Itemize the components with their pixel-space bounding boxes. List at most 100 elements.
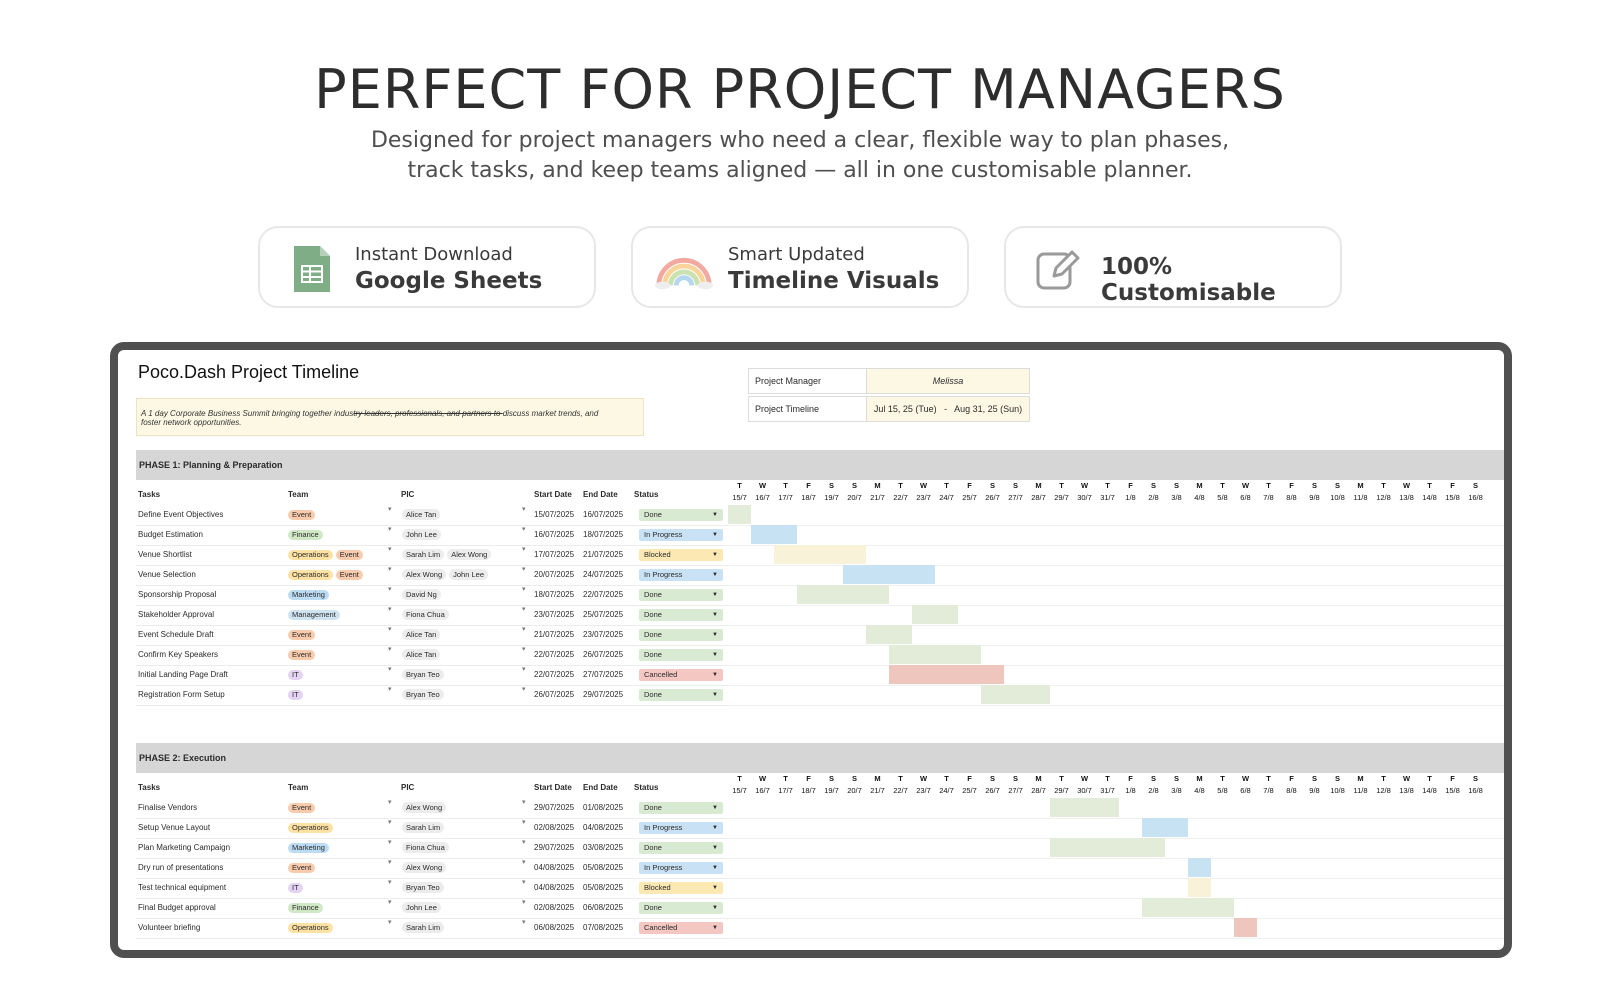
table-row[interactable]: Final Budget approval Finance ▾ John Lee ▾ 02…: [136, 898, 728, 919]
dropdown-caret-icon[interactable]: ▾: [522, 859, 526, 866]
team-cell[interactable]: Marketing: [288, 585, 332, 605]
pic-cell[interactable]: Bryan Teo: [402, 685, 447, 705]
start-date[interactable]: 02/08/2025: [534, 823, 575, 832]
dropdown-caret-icon[interactable]: ▾: [522, 919, 526, 926]
dropdown-caret-icon[interactable]: ▾: [388, 666, 392, 673]
start-date[interactable]: 18/07/2025: [534, 590, 575, 599]
table-row[interactable]: Setup Venue Layout Operations ▾ Sarah Lim ▾ 0…: [136, 818, 728, 839]
table-row[interactable]: Stakeholder Approval Management ▾ Fiona Chu…: [136, 605, 728, 626]
dropdown-caret-icon[interactable]: ▾: [522, 799, 526, 806]
dropdown-caret-icon[interactable]: ▾: [522, 839, 526, 846]
status-dropdown[interactable]: Blocked ▼: [639, 549, 723, 561]
status-dropdown[interactable]: Done ▼: [639, 802, 723, 814]
pic-cell[interactable]: John Lee: [402, 525, 444, 545]
status-dropdown[interactable]: Cancelled ▼: [639, 669, 723, 681]
pic-cell[interactable]: David Ng: [402, 585, 444, 605]
dropdown-caret-icon[interactable]: ▾: [388, 626, 392, 633]
status-dropdown[interactable]: In Progress ▼: [639, 569, 723, 581]
pic-cell[interactable]: Bryan Teo: [402, 665, 447, 685]
team-cell[interactable]: Finance: [288, 898, 326, 918]
dropdown-caret-icon[interactable]: ▾: [522, 819, 526, 826]
start-date[interactable]: 04/08/2025: [534, 883, 575, 892]
table-row[interactable]: Event Schedule Draft Event ▾ Alice Tan ▾ 21/0…: [136, 625, 728, 646]
team-cell[interactable]: IT: [288, 685, 306, 705]
status-dropdown[interactable]: In Progress ▼: [639, 862, 723, 874]
status-dropdown[interactable]: In Progress ▼: [639, 529, 723, 541]
end-date[interactable]: 22/07/2025: [583, 590, 624, 599]
start-date[interactable]: 04/08/2025: [534, 863, 575, 872]
end-date[interactable]: 16/07/2025: [583, 510, 624, 519]
start-date[interactable]: 02/08/2025: [534, 903, 575, 912]
start-date[interactable]: 15/07/2025: [534, 510, 575, 519]
status-dropdown[interactable]: Blocked ▼: [639, 882, 723, 894]
project-timeline-value[interactable]: Jul 15, 25 (Tue) - Aug 31, 25 (Sun): [867, 397, 1029, 421]
dropdown-caret-icon[interactable]: ▾: [522, 506, 526, 513]
end-date[interactable]: 26/07/2025: [583, 650, 624, 659]
end-date[interactable]: 25/07/2025: [583, 610, 624, 619]
table-row[interactable]: Define Event Objectives Event ▾ Alice Tan ▾ 1…: [136, 505, 728, 526]
start-date[interactable]: 22/07/2025: [534, 670, 575, 679]
start-date[interactable]: 21/07/2025: [534, 630, 575, 639]
dropdown-caret-icon[interactable]: ▾: [388, 686, 392, 693]
dropdown-caret-icon[interactable]: ▾: [388, 546, 392, 553]
start-date[interactable]: 29/07/2025: [534, 843, 575, 852]
team-cell[interactable]: Operations: [288, 918, 336, 938]
dropdown-caret-icon[interactable]: ▾: [522, 526, 526, 533]
table-row[interactable]: Finalise Vendors Event ▾ Alex Wong ▾ 29/07/20…: [136, 798, 728, 819]
dropdown-caret-icon[interactable]: ▾: [388, 526, 392, 533]
table-row[interactable]: Sponsorship Proposal Marketing ▾ David Ng ▾ 1…: [136, 585, 728, 606]
end-date[interactable]: 29/07/2025: [583, 690, 624, 699]
dropdown-caret-icon[interactable]: ▾: [388, 799, 392, 806]
dropdown-caret-icon[interactable]: ▾: [388, 879, 392, 886]
start-date[interactable]: 26/07/2025: [534, 690, 575, 699]
status-dropdown[interactable]: Done ▼: [639, 609, 723, 621]
end-date[interactable]: 24/07/2025: [583, 570, 624, 579]
pic-cell[interactable]: Alex Wong John Lee: [402, 565, 491, 585]
dropdown-caret-icon[interactable]: ▾: [522, 546, 526, 553]
table-row[interactable]: Volunteer briefing Operations ▾ Sarah Lim ▾ 0…: [136, 918, 728, 939]
team-cell[interactable]: Event: [288, 858, 318, 878]
dropdown-caret-icon[interactable]: ▾: [522, 566, 526, 573]
dropdown-caret-icon[interactable]: ▾: [388, 566, 392, 573]
table-row[interactable]: Initial Landing Page Draft IT ▾ Bryan Teo ▾ 2…: [136, 665, 728, 686]
pic-cell[interactable]: Alice Tan: [402, 625, 443, 645]
team-cell[interactable]: Operations Event: [288, 545, 366, 565]
dropdown-caret-icon[interactable]: ▾: [388, 919, 392, 926]
pic-cell[interactable]: Alex Wong: [402, 858, 449, 878]
end-date[interactable]: 07/08/2025: [583, 923, 624, 932]
team-cell[interactable]: Event: [288, 798, 318, 818]
status-dropdown[interactable]: Done ▼: [639, 689, 723, 701]
table-row[interactable]: Venue Selection Operations Event ▾ Alex Wong…: [136, 565, 728, 586]
dropdown-caret-icon[interactable]: ▾: [388, 899, 392, 906]
end-date[interactable]: 03/08/2025: [583, 843, 624, 852]
end-date[interactable]: 23/07/2025: [583, 630, 624, 639]
status-dropdown[interactable]: Done ▼: [639, 509, 723, 521]
table-row[interactable]: Venue Shortlist Operations Event ▾ Sarah Lim…: [136, 545, 728, 566]
end-date[interactable]: 04/08/2025: [583, 823, 624, 832]
status-dropdown[interactable]: In Progress ▼: [639, 822, 723, 834]
end-date[interactable]: 01/08/2025: [583, 803, 624, 812]
dropdown-caret-icon[interactable]: ▾: [388, 839, 392, 846]
table-row[interactable]: Confirm Key Speakers Event ▾ Alice Tan ▾ 22/0…: [136, 645, 728, 666]
team-cell[interactable]: Operations Event: [288, 565, 366, 585]
status-dropdown[interactable]: Done ▼: [639, 649, 723, 661]
pic-cell[interactable]: Fiona Chua: [402, 605, 452, 625]
pic-cell[interactable]: John Lee: [402, 898, 444, 918]
end-date[interactable]: 05/08/2025: [583, 863, 624, 872]
pic-cell[interactable]: Sarah Lim Alex Wong: [402, 545, 494, 565]
dropdown-caret-icon[interactable]: ▾: [522, 686, 526, 693]
pic-cell[interactable]: Sarah Lim: [402, 918, 447, 938]
end-date[interactable]: 06/08/2025: [583, 903, 624, 912]
team-cell[interactable]: Event: [288, 625, 318, 645]
start-date[interactable]: 17/07/2025: [534, 550, 575, 559]
team-cell[interactable]: Event: [288, 505, 318, 525]
table-row[interactable]: Dry run of presentations Event ▾ Alex Wong ▾…: [136, 858, 728, 879]
team-cell[interactable]: Management: [288, 605, 343, 625]
dropdown-caret-icon[interactable]: ▾: [388, 506, 392, 513]
start-date[interactable]: 29/07/2025: [534, 803, 575, 812]
start-date[interactable]: 20/07/2025: [534, 570, 575, 579]
team-cell[interactable]: IT: [288, 665, 306, 685]
pic-cell[interactable]: Alice Tan: [402, 505, 443, 525]
dropdown-caret-icon[interactable]: ▾: [388, 819, 392, 826]
start-date[interactable]: 16/07/2025: [534, 530, 575, 539]
